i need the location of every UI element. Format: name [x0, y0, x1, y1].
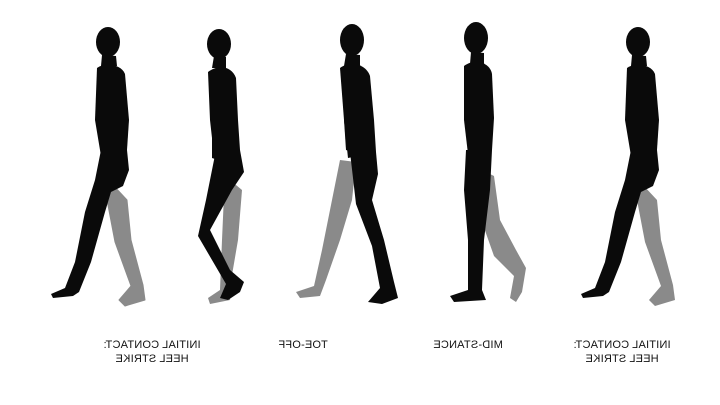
far-leg	[208, 180, 242, 304]
body	[340, 24, 398, 304]
body	[450, 22, 494, 302]
phase-label-line2: HEEL STRIKE	[585, 353, 659, 365]
phase-label-line1: MID-STANCE	[433, 339, 503, 351]
far-leg	[106, 184, 146, 307]
body	[51, 27, 129, 298]
body	[581, 27, 659, 298]
phase-label-initial-contact: INITIAL CONTACT: HEEL STRIKE	[92, 338, 212, 366]
figure-toe-off	[296, 24, 398, 304]
body	[198, 29, 244, 300]
far-leg	[637, 185, 675, 306]
phase-label-line1: INITIAL CONTACT:	[573, 339, 671, 351]
figure-initial-contact-2	[581, 27, 675, 306]
phase-label-line1: TOE-OFF	[278, 339, 328, 351]
phase-label-initial-contact-2: INITIAL CONTACT: HEEL STRIKE	[562, 338, 682, 366]
far-leg	[296, 160, 356, 298]
figure-initial-contact	[51, 27, 146, 307]
phase-label-line2: HEEL STRIKE	[115, 353, 189, 365]
phase-label-mid-stance: MID-STANCE	[408, 338, 528, 352]
far-leg	[482, 170, 526, 302]
phase-label-line1: INITIAL CONTACT:	[103, 339, 201, 351]
phase-label-toe-off: TOE-OFF	[243, 338, 363, 352]
figure-loading	[198, 29, 244, 304]
figure-mid-stance	[450, 22, 526, 302]
